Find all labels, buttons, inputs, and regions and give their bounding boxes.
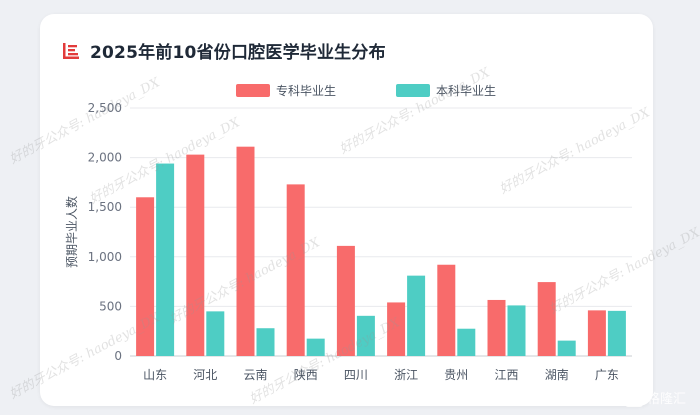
bar-benke [557, 340, 576, 356]
y-tick-label: 2,000 [88, 151, 122, 165]
y-tick-label: 1,000 [88, 250, 122, 264]
y-tick-label: 500 [99, 299, 122, 313]
bar-benke [507, 305, 526, 356]
x-tick-label: 四川 [344, 368, 368, 382]
x-tick-label: 云南 [243, 367, 267, 382]
source-logo: 格隆汇 [624, 388, 686, 407]
x-tick-label: 江西 [494, 368, 518, 382]
legend-label: 专科毕业生 [276, 83, 336, 98]
chart-header: 2025年前10省份口腔医学毕业生分布 [62, 38, 386, 63]
bar-benke [607, 310, 626, 356]
bar-benke [356, 315, 375, 356]
bar-zhuanke [387, 302, 406, 356]
x-tick-label: 贵州 [444, 368, 468, 382]
legend-swatch [236, 84, 270, 97]
bar-zhuanke [136, 197, 155, 356]
bar-benke [306, 338, 325, 356]
bar-benke [256, 328, 275, 356]
chart-title: 2025年前10省份口腔医学毕业生分布 [90, 43, 386, 63]
bar-zhuanke [437, 264, 456, 356]
bar-benke [156, 163, 175, 356]
logo-text: 格隆汇 [646, 392, 686, 407]
bar-zhuanke [286, 184, 305, 356]
bar-benke [457, 328, 476, 356]
x-tick-label: 河北 [193, 368, 217, 382]
bar-zhuanke [236, 146, 255, 356]
x-tick-label: 陕西 [294, 367, 318, 382]
x-tick-label: 山东 [143, 368, 167, 382]
logo-icon [624, 388, 643, 407]
legend-label: 本科毕业生 [436, 84, 496, 98]
bar-zhuanke [537, 282, 556, 356]
y-tick-label: 2,500 [88, 101, 122, 115]
legend-swatch [396, 84, 430, 97]
x-tick-label: 湖南 [545, 367, 569, 382]
bar-benke [206, 311, 225, 356]
y-tick-label: 1,500 [88, 200, 122, 214]
y-axis-label: 预期毕业人数 [64, 196, 79, 268]
bar-chart-icon [63, 42, 79, 59]
bar-zhuanke [587, 310, 606, 356]
bar-zhuanke [487, 299, 506, 356]
bar-benke [407, 275, 426, 356]
x-tick-label: 广东 [595, 368, 619, 382]
bar-zhuanke [336, 245, 355, 356]
x-tick-label: 浙江 [394, 368, 418, 382]
bar-zhuanke [186, 154, 205, 356]
y-tick-label: 0 [114, 349, 122, 363]
